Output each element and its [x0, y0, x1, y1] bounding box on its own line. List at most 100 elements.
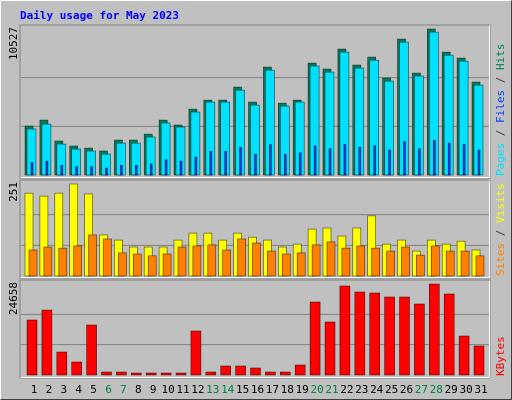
bar [86, 324, 97, 376]
x-tick-label: 3 [60, 383, 67, 396]
bar [313, 145, 317, 176]
bar [145, 372, 157, 376]
bar [428, 283, 440, 376]
bar [403, 141, 406, 176]
bar [430, 245, 440, 277]
bar [339, 285, 351, 376]
bar [384, 296, 395, 376]
bar [101, 371, 112, 376]
legend: Sites / Visits [494, 183, 507, 276]
bar [28, 249, 38, 277]
legend: Pages / Files / Hits [494, 44, 507, 177]
bar [418, 148, 421, 176]
x-tick-label: 21 [325, 383, 338, 396]
bar [190, 330, 202, 376]
bar [458, 335, 470, 376]
legend-entry: Files [494, 90, 507, 123]
bar [294, 364, 306, 376]
x-tick-label: 28 [430, 383, 443, 396]
bar [445, 250, 455, 277]
x-tick-label: 15 [236, 383, 249, 396]
bar [254, 153, 257, 176]
bar [135, 164, 138, 176]
x-tick-label: 14 [221, 383, 235, 396]
bar [358, 146, 362, 176]
bar [326, 241, 336, 277]
legend-separator: / [494, 70, 507, 90]
bar [388, 149, 391, 176]
bar [443, 293, 455, 376]
bar [179, 160, 183, 176]
bar [41, 309, 53, 376]
bar [118, 252, 127, 277]
bar [239, 146, 242, 176]
bar [164, 159, 168, 176]
bar [311, 244, 321, 277]
bar [269, 144, 272, 176]
legend-separator: / [494, 123, 507, 143]
bar [373, 145, 377, 176]
bar [354, 291, 366, 376]
x-tick-label: 10 [161, 383, 174, 396]
bar [160, 372, 172, 376]
x-tick-label: 13 [206, 383, 219, 396]
bar [432, 140, 436, 176]
bar [401, 246, 410, 277]
legend-entry: Hits [494, 44, 507, 71]
y-tick-label: 251 [7, 182, 20, 202]
x-tick-label: 7 [120, 383, 127, 396]
bar [105, 167, 108, 176]
bar [222, 249, 231, 277]
x-tick-label: 20 [310, 383, 323, 396]
x-tick-label: 11 [176, 383, 189, 396]
bar [205, 371, 217, 376]
x-tick-label: 9 [150, 383, 157, 396]
bar [356, 245, 366, 277]
bar [279, 371, 291, 376]
bar [343, 144, 347, 176]
bar [162, 253, 172, 277]
bar [399, 296, 410, 376]
bar [194, 156, 198, 176]
bar [414, 303, 425, 376]
bar [75, 166, 78, 176]
legend-separator: / [494, 223, 507, 243]
legend-entry: Pages [494, 143, 507, 176]
bar [477, 149, 481, 176]
bar [224, 151, 227, 176]
x-tick-label: 24 [370, 383, 384, 396]
x-tick-label: 19 [296, 383, 309, 396]
bar [473, 345, 485, 376]
x-tick-label: 29 [445, 383, 458, 396]
bar [235, 365, 246, 376]
bar [386, 250, 395, 277]
bar [26, 319, 38, 376]
bar [90, 166, 93, 176]
x-tick-label: 8 [135, 383, 142, 396]
x-tick-label: 4 [75, 383, 82, 396]
x-tick-label: 31 [474, 383, 487, 396]
x-tick-label: 17 [266, 383, 279, 396]
chart-title: Daily usage for May 2023 [20, 9, 179, 22]
y-tick-label: 10527 [7, 27, 20, 60]
bar [43, 246, 53, 277]
bar [324, 321, 336, 376]
x-tick-label: 5 [90, 383, 97, 396]
bar [103, 238, 112, 277]
panel-highlight [20, 180, 490, 278]
bar [341, 247, 351, 277]
bar [30, 162, 34, 176]
bar [116, 371, 127, 376]
x-tick-label: 18 [281, 383, 294, 396]
bar [371, 247, 381, 277]
x-tick-label: 27 [415, 383, 428, 396]
bar [220, 365, 231, 376]
bar [73, 245, 82, 277]
bar [133, 253, 142, 277]
bar [416, 254, 425, 277]
bar [71, 361, 82, 376]
bar [475, 255, 485, 277]
bar [237, 238, 246, 277]
bar [447, 142, 451, 176]
